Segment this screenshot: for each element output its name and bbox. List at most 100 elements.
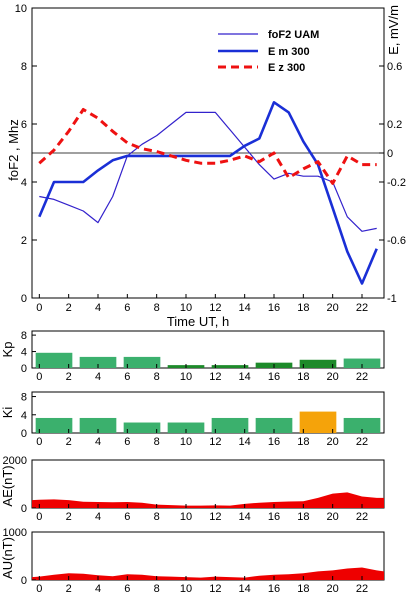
ae-x-tick-label: 4 [95, 511, 101, 523]
au-x-tick-label: 20 [327, 583, 339, 595]
kp-x-tick-label: 14 [239, 371, 251, 383]
au-x-tick-label: 16 [268, 583, 280, 595]
ae-x-tick-label: 6 [124, 511, 130, 523]
kp-x-tick-label: 6 [124, 371, 130, 383]
kp-x-tick-label: 8 [154, 371, 160, 383]
kp-y-tick-label: 8 [21, 330, 27, 342]
kp-x-tick-label: 10 [180, 371, 192, 383]
ae-x-tick-label: 20 [327, 511, 339, 523]
ki-y-tick-label: 0 [21, 428, 27, 440]
ki-bar [35, 417, 73, 433]
ae-y-tick-label: 2000 [3, 455, 27, 467]
main-right-axis-label: E, mV/m [386, 5, 401, 55]
main-x-tick-label: 10 [180, 302, 192, 314]
ae-x-tick-label: 2 [66, 511, 72, 523]
ki-plot-frame [31, 391, 385, 434]
ae-y-tick-label: 0 [21, 503, 27, 515]
kp-bar [343, 358, 381, 368]
ki-x-tick-label: 6 [124, 436, 130, 448]
kp-x-tick-label: 16 [268, 371, 280, 383]
ki-x-tick-label: 16 [268, 436, 280, 448]
kp-plot-frame [31, 330, 385, 369]
main-y-axis-label: foF2 , Mhz [6, 119, 21, 180]
series-line-2 [38, 108, 377, 185]
au-x-tick-label: 12 [209, 583, 221, 595]
main-x-tick-label: 0 [36, 302, 42, 314]
ki-y-tick-label: 4 [21, 410, 27, 422]
au-x-tick-label: 2 [66, 583, 72, 595]
ki-x-tick-label: 10 [180, 436, 192, 448]
au-y-axis-label: AU(nT) [0, 537, 15, 579]
main-y-tick-label: 2 [21, 235, 27, 247]
main-y-tick-label: 6 [21, 119, 27, 131]
ae-x-tick-label: 18 [297, 511, 309, 523]
ki-x-tick-label: 2 [66, 436, 72, 448]
kp-y-tick-label: 4 [21, 347, 27, 359]
kp-x-tick-label: 2 [66, 371, 72, 383]
ki-x-tick-label: 0 [36, 436, 42, 448]
series-line-0 [39, 111, 377, 232]
ae-x-tick-label: 14 [239, 511, 251, 523]
main-right-tick-label: 0.2 [387, 119, 402, 131]
ki-x-tick-label: 8 [154, 436, 160, 448]
kp-x-tick-label: 18 [297, 371, 309, 383]
main-y-tick-label: 8 [21, 61, 27, 73]
main-x-tick-label: 20 [327, 302, 339, 314]
legend-label-1: E m 300 [268, 46, 310, 58]
ki-bar [343, 417, 381, 433]
ki-bar [123, 422, 161, 433]
ae-x-tick-label: 8 [154, 511, 160, 523]
legend-label-0: foF2 UAM [268, 29, 319, 41]
main-right-tick-label: 0.6 [387, 61, 402, 73]
main-x-tick-label: 22 [356, 302, 368, 314]
au-x-tick-label: 0 [36, 583, 42, 595]
main-x-axis-label: Time UT, h [167, 314, 229, 329]
ki-bar [299, 411, 337, 433]
main-x-tick-label: 8 [154, 302, 160, 314]
main-right-tick-label: -0.2 [387, 177, 406, 189]
ki-bar [167, 422, 205, 433]
ki-y-axis-label: Ki [0, 407, 15, 419]
main-x-tick-label: 18 [297, 302, 309, 314]
au-y-tick-label: 0 [21, 575, 27, 587]
main-x-tick-label: 2 [66, 302, 72, 314]
ki-y-tick-label: 8 [21, 392, 27, 404]
ki-bar [255, 417, 293, 433]
main-right-tick-label: -1 [387, 293, 397, 305]
ae-area [32, 492, 384, 508]
au-x-tick-label: 22 [356, 583, 368, 595]
main-x-tick-label: 6 [124, 302, 130, 314]
main-x-tick-label: 4 [95, 302, 101, 314]
ki-x-tick-label: 12 [209, 436, 221, 448]
legend-label-2: E z 300 [268, 62, 305, 74]
kp-bar [123, 356, 161, 368]
kp-x-tick-label: 4 [95, 371, 101, 383]
kp-x-tick-label: 20 [327, 371, 339, 383]
ki-x-tick-label: 14 [239, 436, 251, 448]
main-right-tick-label: -0.6 [387, 235, 406, 247]
kp-bar [211, 365, 249, 368]
ki-bar [79, 417, 117, 433]
kp-x-tick-label: 12 [209, 371, 221, 383]
ae-y-axis-label: AE(nT) [0, 465, 15, 506]
main-x-tick-label: 14 [239, 302, 251, 314]
kp-y-tick-label: 0 [21, 363, 27, 375]
main-foF2-electric-field-chart: 0 2 4 6 8 10 12 14 16 18 20 22 0 2 4 6 8 10 -1 -0.6 -0.2 0 0.2… [6, 3, 406, 329]
kp-bar [35, 352, 73, 368]
ki-x-tick-label: 20 [327, 436, 339, 448]
ae-x-tick-label: 12 [209, 511, 221, 523]
main-x-tick-label: 12 [209, 302, 221, 314]
au-area [32, 567, 384, 580]
ae-x-tick-label: 10 [180, 511, 192, 523]
au-x-tick-label: 6 [124, 583, 130, 595]
ae-x-tick-label: 0 [36, 511, 42, 523]
series-line-1 [38, 101, 378, 285]
main-y-tick-label: 0 [21, 293, 27, 305]
main-y-tick-label: 10 [15, 3, 27, 15]
au-x-tick-label: 10 [180, 583, 192, 595]
main-right-tick-label: 0 [387, 148, 393, 160]
kp-x-tick-label: 22 [356, 371, 368, 383]
ki-bar [211, 417, 249, 433]
